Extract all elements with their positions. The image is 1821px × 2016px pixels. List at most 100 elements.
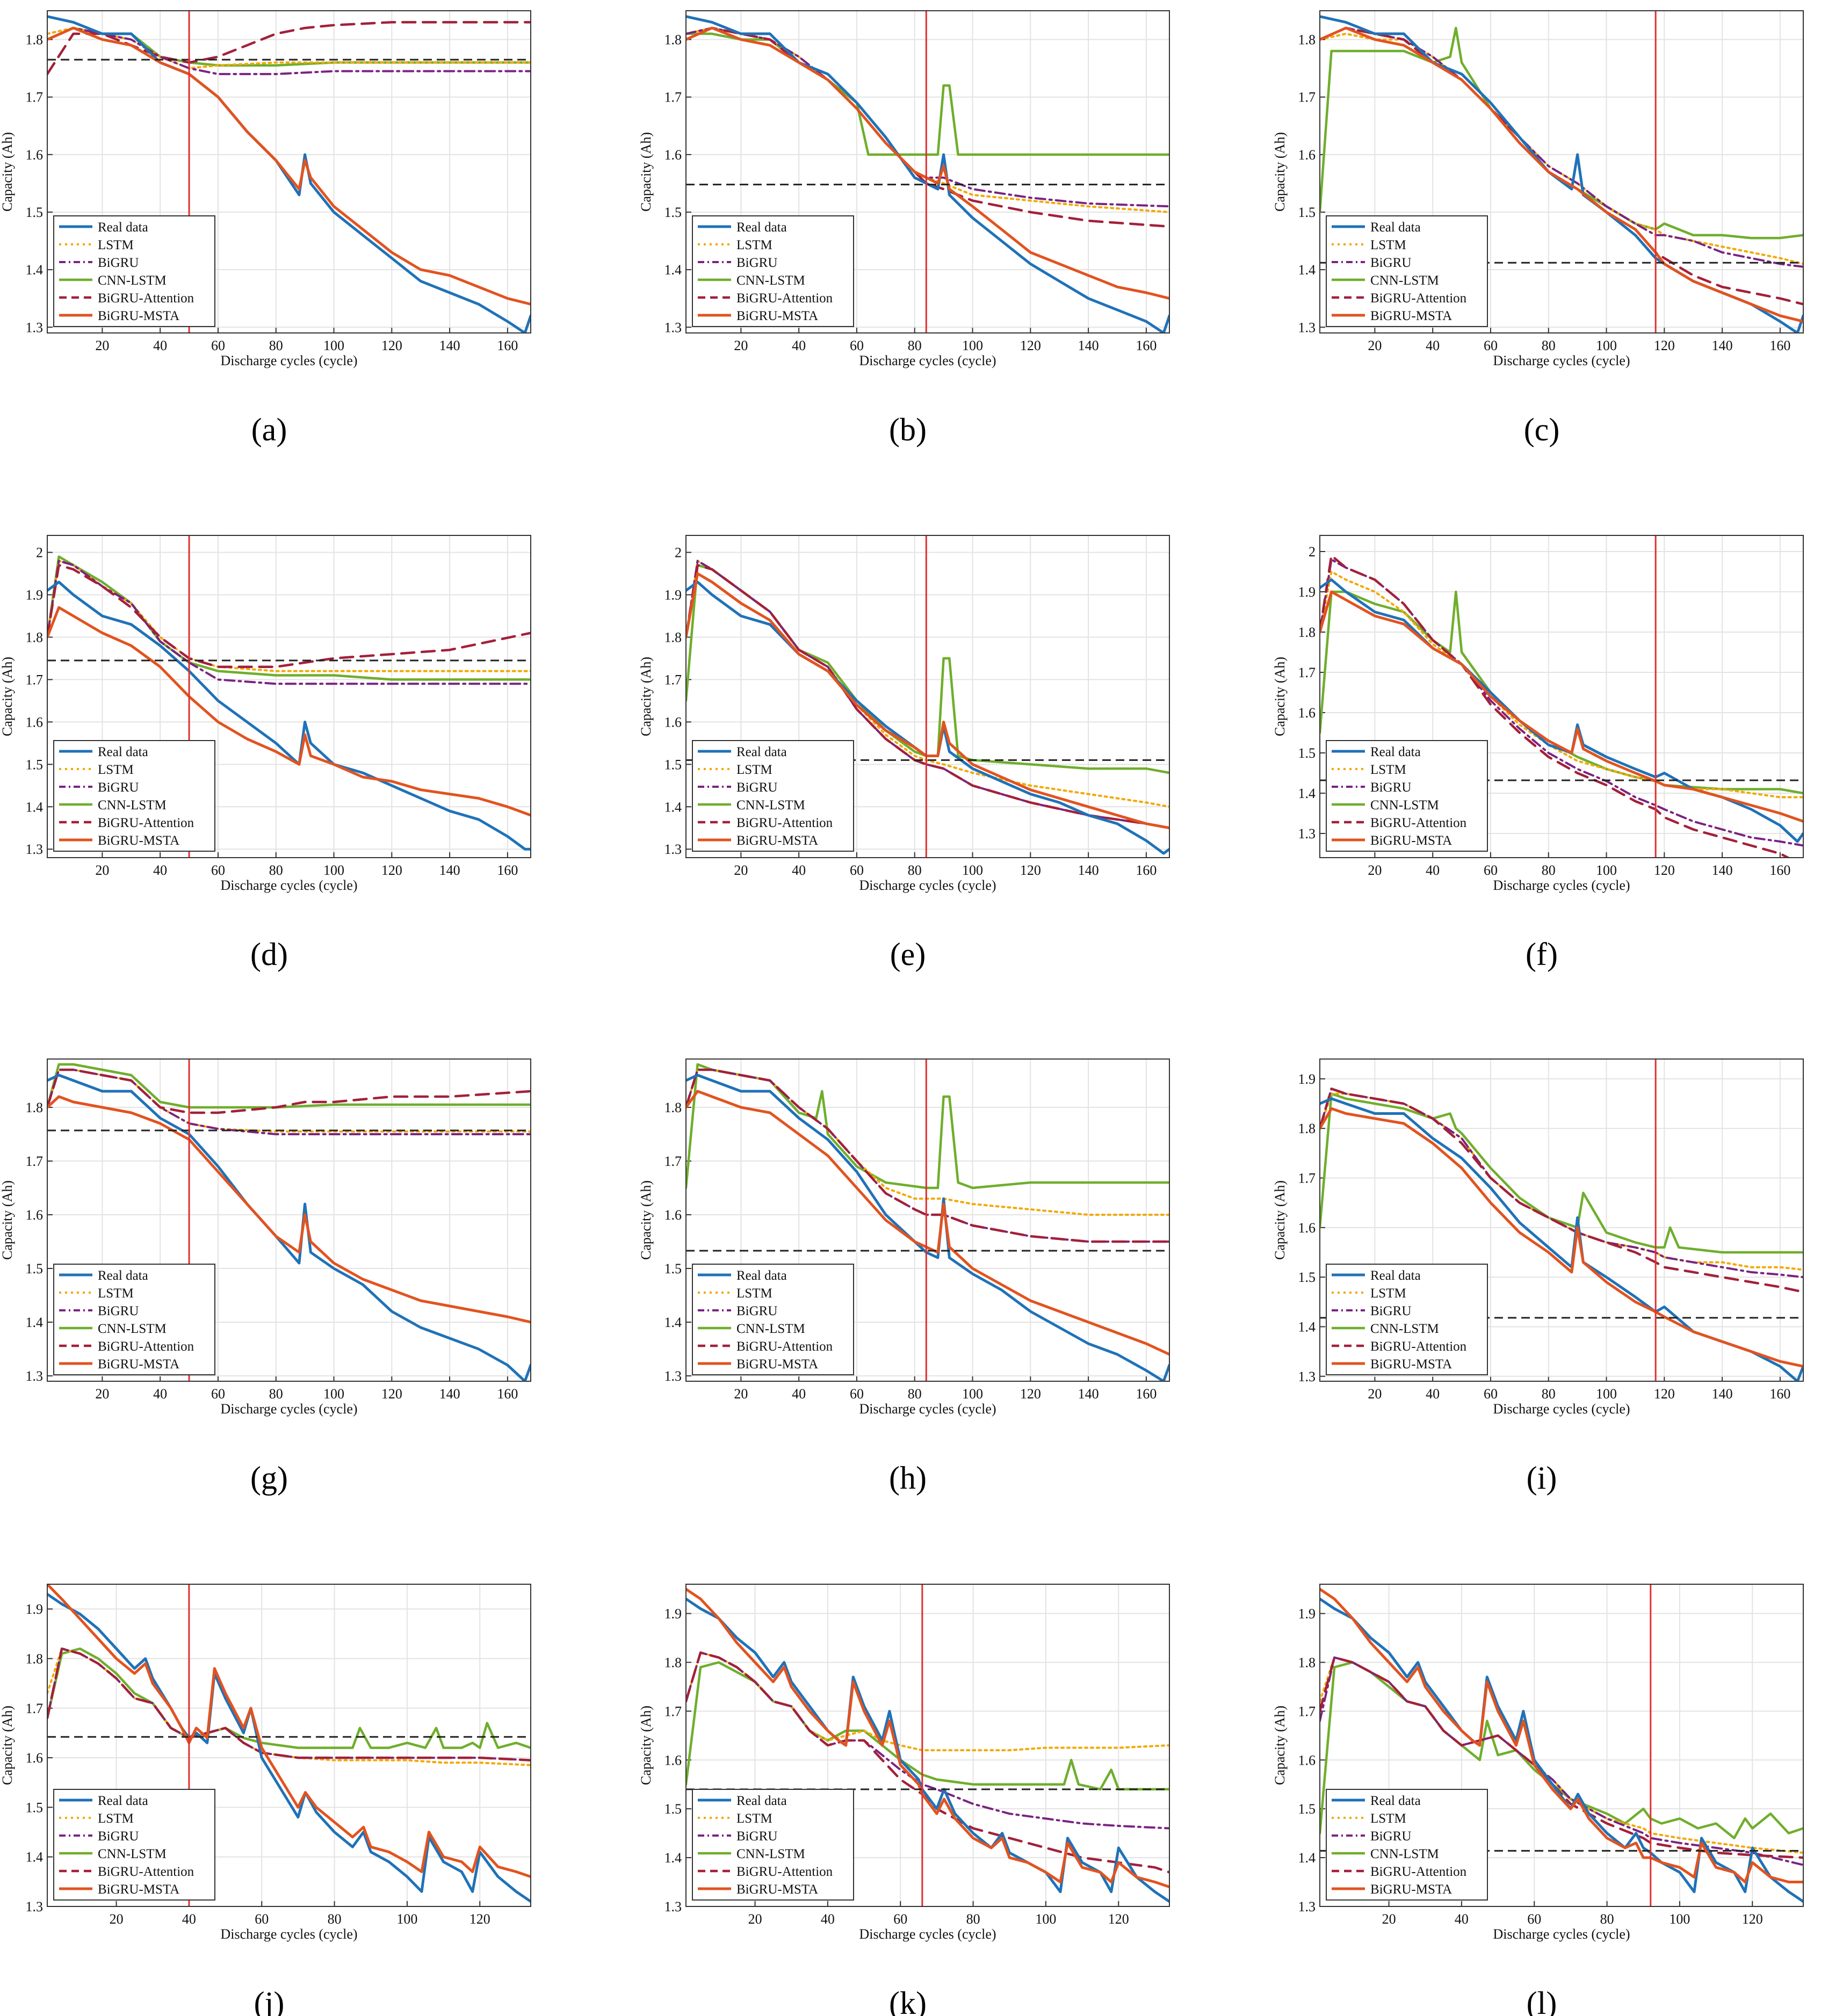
x-tick-label: 120 <box>1654 862 1675 878</box>
legend-label-bigru: BiGRU <box>1370 1829 1411 1844</box>
legend-label-cnn-lstm: CNN-LSTM <box>98 1847 167 1861</box>
y-tick-label: 1.5 <box>664 1261 682 1277</box>
panel-k: 20 40 60 80 100 120 1.3 1.4 1.5 1.6 1.7 1.8 1.9 Disch… <box>638 1584 1170 2016</box>
x-tick-label: 100 <box>1596 862 1617 878</box>
y-tick-label: 1.7 <box>26 672 44 687</box>
x-tick-label: 140 <box>439 1386 460 1402</box>
y-tick-label: 1.4 <box>664 1850 682 1866</box>
y-tick-label: 1.6 <box>664 1207 682 1223</box>
legend-label-bigru: BiGRU <box>736 780 777 795</box>
x-axis-label: Discharge cycles (cycle) <box>1493 353 1630 368</box>
x-tick-label: 60 <box>850 862 864 878</box>
x-tick-label: 80 <box>269 338 283 353</box>
y-tick-label: 1.6 <box>26 1750 44 1766</box>
y-axis-label: Capacity (Ah) <box>1272 657 1288 736</box>
x-tick-label: 20 <box>95 1386 109 1402</box>
y-tick-label: 1.4 <box>1298 262 1316 278</box>
panel-label: (k) <box>889 1985 927 2016</box>
x-tick-label: 120 <box>1020 338 1041 353</box>
y-tick-label: 1.8 <box>664 629 682 645</box>
y-tick-label: 1.4 <box>664 262 682 278</box>
panel-b-frame <box>685 10 1170 333</box>
series-line-lstm <box>686 1069 1169 1216</box>
legend: Real data LSTM BiGRU CNN-LSTM BiGRU-Attentio… <box>692 740 854 852</box>
series-line-bigru-attention <box>47 564 531 668</box>
y-tick-label: 2 <box>36 545 43 561</box>
x-tick-label: 80 <box>1542 338 1556 353</box>
legend-label-cnn-lstm: CNN-LSTM <box>1370 1847 1439 1861</box>
panel-g-series <box>47 1063 531 1381</box>
x-tick-label: 40 <box>153 862 167 878</box>
legend-label-bigru-attention: BiGRU-Attention <box>736 1865 833 1879</box>
x-tick-label: 80 <box>908 862 922 878</box>
y-tick-label: 1.5 <box>26 757 44 772</box>
legend-label-lstm: LSTM <box>1370 763 1406 777</box>
legend: Real data LSTM BiGRU CNN-LSTM BiGRU-Attentio… <box>53 215 215 327</box>
panel-label: (c) <box>1524 412 1560 447</box>
legend-label-cnn-lstm: CNN-LSTM <box>736 798 805 813</box>
x-axis-label: Discharge cycles (cycle) <box>859 1401 996 1417</box>
x-tick-label: 120 <box>1020 862 1041 878</box>
legend-label-bigru-attention: BiGRU-Attention <box>1370 291 1467 306</box>
y-tick-label: 1.3 <box>1298 1899 1316 1915</box>
x-axis-label: Discharge cycles (cycle) <box>859 1926 996 1942</box>
panel-label: (f) <box>1526 937 1558 972</box>
y-tick-label: 1.4 <box>1298 1319 1316 1335</box>
series-line-lstm <box>47 27 531 70</box>
series-line-bigru-msta <box>47 1584 531 1879</box>
legend-label-lstm: LSTM <box>98 1286 134 1301</box>
panel-label: (i) <box>1527 1460 1557 1496</box>
x-tick-label: 20 <box>1382 1911 1396 1927</box>
x-axis-label: Discharge cycles (cycle) <box>1493 878 1630 893</box>
legend-label-cnn-lstm: CNN-LSTM <box>1370 1322 1439 1336</box>
x-tick-label: 100 <box>323 1386 344 1402</box>
legend-label-cnn-lstm: CNN-LSTM <box>1370 798 1439 813</box>
legend-label-real-data: Real data <box>1370 1794 1421 1808</box>
panel-label: (h) <box>889 1460 927 1496</box>
panel-j: 20 40 60 80 100 120 1.3 1.4 1.5 1.6 1.7 1.8 1.9 Disch… <box>0 1584 531 2016</box>
legend-label-bigru: BiGRU <box>98 1829 139 1844</box>
legend-box <box>692 215 854 327</box>
x-axis-label: Discharge cycles (cycle) <box>1493 1401 1630 1417</box>
legend: Real data LSTM BiGRU CNN-LSTM BiGRU-Attentio… <box>1326 1264 1488 1375</box>
series-line-real-data <box>686 15 1169 333</box>
legend-box <box>53 740 215 852</box>
panel-label: (j) <box>254 1985 285 2016</box>
x-tick-label: 120 <box>381 862 402 878</box>
legend-label-cnn-lstm: CNN-LSTM <box>98 273 167 288</box>
y-tick-label: 1.6 <box>1298 1752 1316 1768</box>
series-line-bigru-msta <box>1320 590 1803 823</box>
x-tick-label: 60 <box>1484 1386 1498 1402</box>
x-tick-label: 80 <box>269 862 283 878</box>
y-tick-label: 1.4 <box>26 1315 44 1330</box>
legend-label-real-data: Real data <box>98 1268 148 1283</box>
legend-label-lstm: LSTM <box>98 1811 134 1826</box>
legend-label-cnn-lstm: CNN-LSTM <box>736 1847 805 1861</box>
y-tick-label: 2 <box>1309 544 1316 560</box>
y-tick-label: 1.4 <box>1298 786 1316 801</box>
y-tick-label: 1.7 <box>664 1154 682 1169</box>
panel-label: (b) <box>889 412 927 447</box>
x-tick-label: 120 <box>1742 1911 1763 1927</box>
y-tick-label: 1.8 <box>26 1651 44 1666</box>
y-tick-label: 1.3 <box>664 1899 682 1915</box>
legend-label-bigru-msta: BiGRU-MSTA <box>736 309 818 323</box>
legend-label-bigru: BiGRU <box>736 256 777 270</box>
series-line-bigru-attention <box>47 1647 531 1761</box>
y-tick-label: 1.9 <box>1298 1606 1316 1622</box>
y-tick-label: 1.4 <box>26 799 44 815</box>
legend-label-bigru: BiGRU <box>1370 780 1411 795</box>
legend: Real data LSTM BiGRU CNN-LSTM BiGRU-Attentio… <box>1326 215 1488 327</box>
x-tick-label: 60 <box>893 1911 907 1927</box>
series-line-bigru-attention <box>1320 554 1791 858</box>
legend-label-real-data: Real data <box>98 745 148 759</box>
x-tick-label: 100 <box>1035 1911 1056 1927</box>
y-tick-label: 1.3 <box>1298 826 1316 842</box>
panel-j-series <box>47 1584 531 1903</box>
legend-label-lstm: LSTM <box>736 763 772 777</box>
legend-label-real-data: Real data <box>98 1794 148 1808</box>
series-line-bigru-msta <box>1320 26 1803 323</box>
legend-label-bigru-msta: BiGRU-MSTA <box>1370 833 1452 848</box>
x-tick-label: 80 <box>1600 1911 1614 1927</box>
y-tick-label: 1.7 <box>664 672 682 687</box>
